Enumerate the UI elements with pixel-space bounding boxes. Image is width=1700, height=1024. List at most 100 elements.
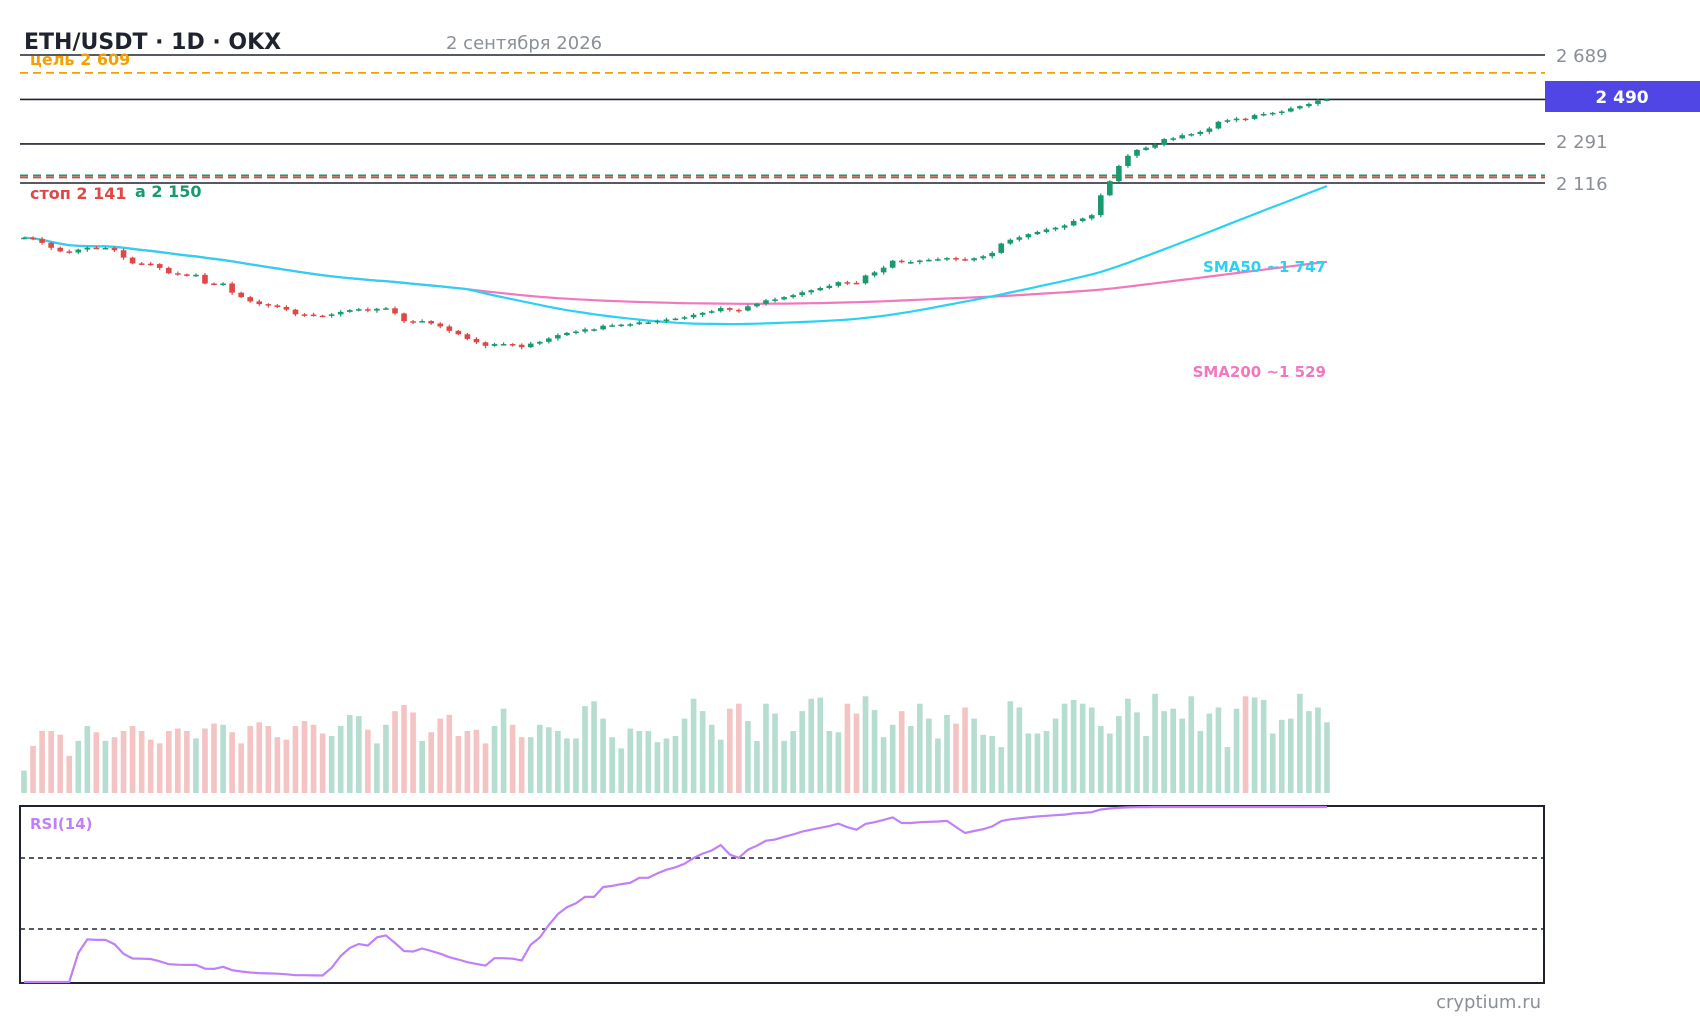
volume-bar (301, 721, 308, 793)
volume-bar (1206, 713, 1213, 793)
volume-bar (708, 724, 715, 793)
volume-bar (663, 738, 670, 793)
volume-bar (654, 742, 661, 793)
volume-bar (772, 713, 778, 793)
volume-bar (202, 728, 208, 793)
volume-bar (355, 716, 362, 793)
volume-bar (30, 745, 36, 793)
volume-bar (1143, 735, 1149, 793)
candle-body (826, 285, 833, 288)
candle-body (1152, 144, 1158, 148)
volume-bar (609, 737, 615, 793)
volume-bar (1016, 707, 1023, 793)
candle-body (1016, 237, 1023, 240)
candle-body (609, 325, 615, 327)
volume-bar (907, 726, 914, 793)
candle-body (1097, 195, 1104, 216)
candle-body (772, 299, 778, 301)
candle-body (636, 322, 643, 325)
candle-body (681, 317, 688, 319)
volume-bar (455, 735, 462, 793)
volume-bar (880, 737, 887, 793)
volume-bar (256, 722, 263, 793)
volume-bar (1188, 696, 1195, 793)
volume-bar (39, 731, 45, 793)
volume-bar (726, 708, 733, 793)
candle-body (392, 308, 398, 314)
volume-bar (736, 703, 742, 793)
candle-body (428, 321, 434, 324)
candle-body (736, 309, 742, 312)
volume-bar (1179, 718, 1186, 793)
volume-bar (310, 724, 317, 793)
candle-body (202, 274, 208, 284)
volume-bar (1197, 731, 1204, 793)
volume-bar (383, 724, 389, 793)
volume-bar (1242, 696, 1249, 793)
last-price-label: 2 490 (1595, 88, 1648, 108)
volume-bar (374, 743, 380, 793)
candle-body (889, 260, 896, 268)
candle-body (1088, 215, 1095, 219)
volume-bar (156, 743, 163, 793)
volume-bar (835, 732, 842, 793)
candle-body (48, 242, 54, 248)
candle-body (464, 334, 471, 339)
candle-body (247, 297, 254, 302)
candle-body (690, 314, 697, 318)
volume-bar (1161, 711, 1167, 793)
volume-bar (1297, 693, 1303, 793)
volume-bar (102, 740, 109, 793)
volume-bar (482, 743, 489, 793)
volume-bar (437, 718, 444, 793)
candle-body (555, 335, 561, 339)
candle-body (672, 318, 679, 321)
volume-bar (346, 714, 353, 793)
volume-bar (953, 723, 959, 793)
volume-bar (989, 735, 996, 793)
volume-bar (1043, 731, 1050, 793)
y-tick-label: 2 689 (1556, 46, 1608, 67)
volume-bar (546, 727, 552, 793)
volume-bar (66, 755, 73, 793)
candle-body (726, 308, 733, 310)
candle-body (1206, 128, 1213, 132)
volume-bar (681, 718, 688, 793)
candle-body (808, 290, 815, 293)
candle-body (419, 321, 425, 323)
volume-bar (365, 729, 371, 793)
candle-body (763, 300, 769, 304)
volume-bar (446, 714, 453, 793)
candle-body (926, 259, 932, 262)
volume-bar (1052, 718, 1059, 793)
candle-body (84, 247, 91, 250)
volume-bar (808, 698, 815, 793)
volume-bar (555, 731, 561, 793)
candle-body (355, 309, 362, 311)
candle-body (1288, 108, 1294, 112)
candle-body (337, 311, 344, 315)
volume-bar (184, 731, 190, 793)
y-tick-label: 2 291 (1556, 132, 1608, 153)
volume-bar (1061, 703, 1068, 793)
volume-bar (464, 731, 471, 793)
candle-body (509, 344, 516, 346)
candle-body (1315, 100, 1321, 104)
candle-body (328, 314, 335, 316)
candle-body (880, 267, 887, 273)
candle-body (410, 321, 416, 323)
candle-body (274, 305, 281, 307)
volume-bar (591, 701, 597, 793)
candle-body (717, 308, 724, 312)
candle-body (663, 319, 670, 321)
candle-body (111, 248, 118, 251)
candle-body (790, 295, 796, 298)
volume-bar (509, 724, 516, 793)
stop-level-label: стоп 2 141 (30, 184, 126, 203)
volume-bar (781, 740, 787, 793)
volume-bar (111, 737, 118, 793)
candle-body (66, 251, 73, 253)
sma50-label: SMA50 ~1 747 (1203, 258, 1326, 276)
candle-body (446, 326, 453, 331)
candle-body (645, 322, 652, 324)
